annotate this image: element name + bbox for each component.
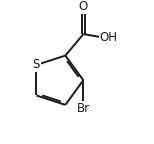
Text: O: O xyxy=(79,0,88,13)
Text: S: S xyxy=(33,58,40,71)
Text: OH: OH xyxy=(99,31,117,44)
Text: Br: Br xyxy=(77,102,90,115)
